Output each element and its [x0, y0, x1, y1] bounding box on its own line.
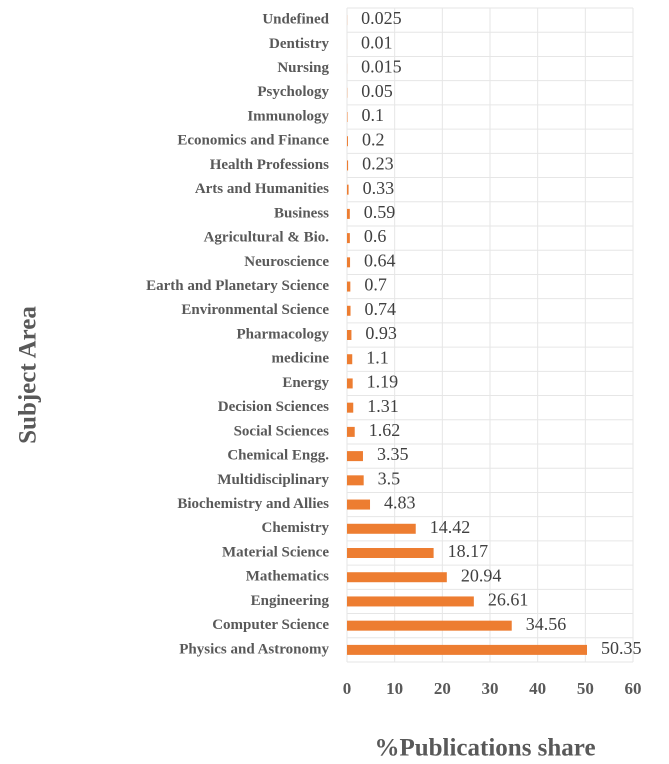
y-tick-label: Physics and Astronomy: [179, 641, 329, 657]
y-tick-label: Nursing: [277, 60, 329, 76]
x-tick-label: 50: [577, 679, 594, 698]
y-tick-label: Agricultural & Bio.: [204, 230, 330, 246]
y-tick-label: Multidisciplinary: [217, 472, 329, 488]
value-label: 0.05: [361, 81, 393, 101]
value-label: 0.74: [365, 299, 397, 319]
x-tick-label: 10: [386, 679, 403, 698]
value-label: 0.93: [365, 323, 397, 343]
x-tick-label: 0: [343, 679, 352, 698]
bar: [347, 281, 351, 292]
y-tick-label: Arts and Humanities: [195, 181, 329, 197]
y-axis-title: Subject Area: [15, 306, 42, 444]
y-tick-label: Economics and Finance: [177, 133, 329, 149]
value-label: 20.94: [461, 565, 502, 585]
bar: [347, 233, 350, 244]
bar: [347, 160, 349, 171]
value-label: 0.59: [364, 202, 396, 222]
value-label: 1.31: [367, 396, 399, 416]
bar: [347, 620, 512, 631]
value-label: 1.1: [366, 347, 389, 367]
y-tick-label: Dentistry: [269, 36, 329, 52]
x-tick-label: 20: [434, 679, 451, 698]
value-label: 0.1: [361, 105, 384, 125]
value-label: 34.56: [526, 614, 567, 634]
y-tick-label: Neuroscience: [244, 254, 329, 270]
y-tick-label: Immunology: [247, 108, 329, 124]
bar: [347, 378, 353, 389]
bar: [347, 596, 474, 607]
y-tick-label: Mathematics: [246, 569, 329, 585]
y-tick-label: Energy: [282, 375, 329, 391]
y-tick-label: Biochemistry and Allies: [177, 496, 329, 512]
bar: [347, 548, 434, 558]
value-label: 0.6: [364, 226, 387, 246]
value-label: 18.17: [448, 541, 489, 561]
bar: [347, 523, 416, 534]
value-label: 4.83: [384, 493, 416, 513]
value-label: 26.61: [488, 590, 529, 610]
y-tick-label: Health Professions: [210, 157, 329, 173]
bar: [347, 475, 364, 486]
bar: [347, 572, 447, 583]
value-label: 0.64: [364, 250, 396, 270]
x-tick-label: 60: [625, 679, 642, 698]
y-tick-label: Environmental Science: [181, 302, 329, 318]
bar: [347, 644, 588, 655]
bar: [347, 208, 350, 219]
y-tick-label: Business: [274, 205, 329, 221]
value-label: 3.35: [377, 444, 409, 464]
value-label: 1.19: [367, 372, 399, 392]
y-tick-label: Engineering: [251, 593, 330, 609]
y-tick-label: Computer Science: [212, 617, 329, 633]
value-label: 50.35: [601, 638, 642, 658]
x-axis-title: %Publications share: [374, 735, 595, 762]
y-tick-label: Undefined: [262, 12, 329, 28]
bar: [347, 305, 351, 316]
value-label: 0.2: [362, 129, 385, 149]
y-tick-label: Material Science: [222, 544, 329, 560]
bar: [347, 402, 354, 413]
y-tick-label: Psychology: [257, 84, 329, 100]
y-tick-label: Chemical Engg.: [227, 448, 329, 464]
value-label: 14.42: [430, 517, 471, 537]
value-label: 0.7: [364, 275, 387, 295]
value-label: 0.015: [361, 57, 402, 77]
y-tick-label: Earth and Planetary Science: [146, 278, 329, 294]
bar: [347, 354, 353, 365]
bar: [347, 499, 371, 510]
value-label: 0.23: [362, 154, 394, 174]
x-tick-label: 40: [529, 679, 546, 698]
value-label: 1.62: [369, 420, 401, 440]
value-label: 0.33: [363, 178, 395, 198]
value-label: 0.025: [361, 8, 402, 28]
y-tick-label: Chemistry: [262, 520, 330, 536]
y-tick-label: medicine: [272, 351, 330, 367]
x-tick-label: 30: [482, 679, 499, 698]
y-tick-label: Social Sciences: [234, 423, 330, 439]
bar: [347, 451, 363, 462]
bar: [347, 136, 348, 147]
bar: [347, 184, 349, 195]
bar: [347, 330, 352, 340]
bar: [347, 257, 351, 268]
bar: [347, 426, 355, 437]
value-label: 3.5: [378, 468, 401, 488]
y-tick-label: Decision Sciences: [218, 399, 329, 415]
y-tick-label: Pharmacology: [237, 326, 330, 342]
value-label: 0.01: [361, 32, 393, 52]
